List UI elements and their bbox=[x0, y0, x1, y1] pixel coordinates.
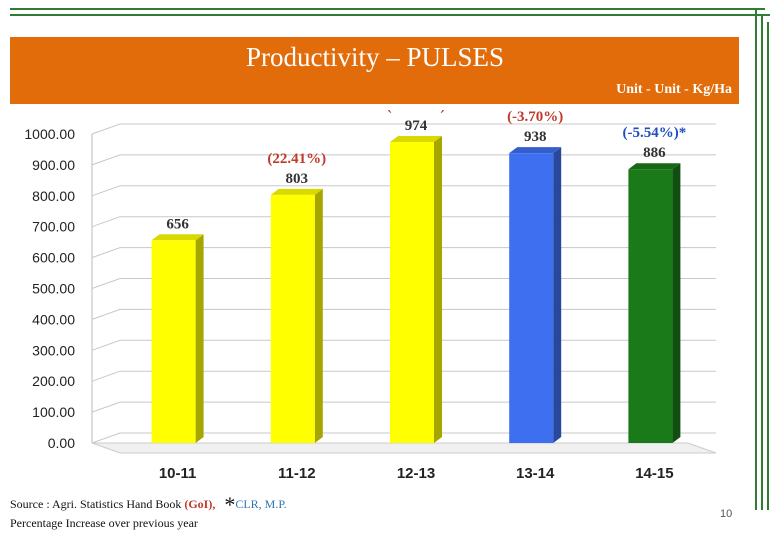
frame-right-line-2 bbox=[761, 16, 763, 510]
bar bbox=[270, 194, 315, 443]
bar-top bbox=[270, 188, 323, 195]
source-line: Source : Agri. Statistics Hand Book (GoI… bbox=[10, 492, 287, 518]
y-tick-label: 700.00 bbox=[32, 219, 75, 235]
value-label: 938 bbox=[524, 129, 547, 145]
y-tick-label: 300.00 bbox=[32, 342, 75, 358]
x-tick-label: 10-11 bbox=[159, 465, 197, 482]
y-tick-label: 500.00 bbox=[32, 281, 75, 297]
bar-top bbox=[390, 136, 442, 143]
title-banner bbox=[10, 37, 739, 104]
y-tick-label: 1000.00 bbox=[24, 126, 75, 142]
y-tick-label: 0.00 bbox=[48, 435, 75, 451]
pct-change-label: (-3.70%) bbox=[507, 110, 563, 125]
source-clr: CLR, M.P. bbox=[235, 497, 287, 511]
frame-top-line-2 bbox=[10, 14, 770, 16]
bar-side bbox=[672, 163, 681, 443]
unit-label: Unit - Unit - Kg/Ha bbox=[616, 82, 732, 97]
y-tick-label: 100.00 bbox=[32, 404, 75, 420]
bar bbox=[390, 142, 434, 443]
bar-top bbox=[628, 163, 681, 170]
x-tick-label: 14-15 bbox=[635, 465, 673, 482]
gridline bbox=[91, 123, 716, 135]
bar-top bbox=[509, 147, 562, 154]
x-tick-label: 13-14 bbox=[516, 465, 555, 482]
bar bbox=[628, 169, 673, 443]
bar-side bbox=[553, 147, 562, 443]
source-text: Source : Agri. Statistics Hand Book bbox=[10, 497, 182, 511]
bar bbox=[151, 240, 196, 443]
chart-floor bbox=[91, 442, 717, 454]
x-tick-label: 11-12 bbox=[278, 465, 316, 482]
asterisk-symbol: * bbox=[224, 492, 236, 517]
value-label: 974 bbox=[405, 118, 428, 134]
productivity-bar-chart: 0.00 100.00 200.00 300.00 400.00 500.00 600.00… bbox=[24, 110, 717, 482]
value-label: 886 bbox=[643, 145, 666, 161]
y-tick-label: 900.00 bbox=[32, 157, 75, 173]
bar-side bbox=[195, 234, 204, 443]
pct-change-label: (21.30%) bbox=[387, 110, 446, 114]
frame-right-line-3 bbox=[767, 22, 769, 510]
percentage-note: Percentage Increase over previous year bbox=[10, 516, 198, 530]
y-tick-label: 600.00 bbox=[32, 250, 75, 266]
bar-top bbox=[151, 234, 204, 241]
source-goi: (GoI), bbox=[184, 497, 216, 511]
bar-side bbox=[314, 188, 323, 443]
y-tick-label: 800.00 bbox=[32, 188, 75, 204]
frame-top-line bbox=[10, 8, 765, 10]
pct-change-label: (-5.54%)* bbox=[623, 125, 687, 141]
slide-title: Productivity – PULSES bbox=[245, 42, 505, 72]
y-tick-label: 200.00 bbox=[32, 373, 75, 389]
value-label: 656 bbox=[166, 216, 189, 232]
bar-side bbox=[434, 136, 442, 443]
page-number: 10 bbox=[720, 508, 733, 520]
y-tick-label: 400.00 bbox=[32, 311, 75, 327]
x-tick-label: 12-13 bbox=[397, 465, 435, 482]
frame-right-line bbox=[755, 10, 757, 510]
value-label: 803 bbox=[286, 171, 309, 187]
bar bbox=[509, 153, 554, 443]
pct-change-label: (22.41%) bbox=[267, 151, 326, 167]
